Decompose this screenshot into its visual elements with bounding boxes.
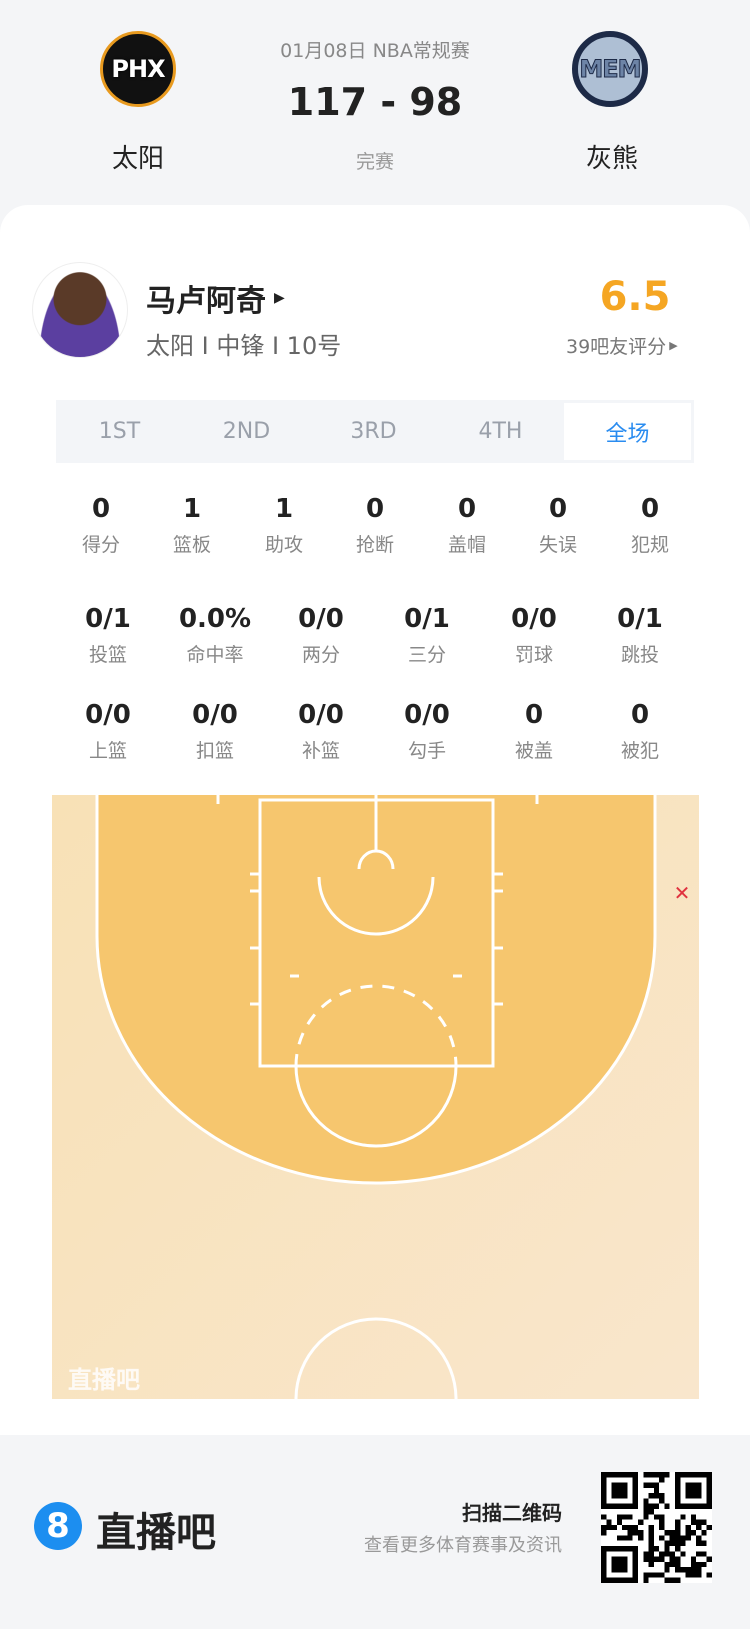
stat-item: 0 被盖 bbox=[489, 700, 579, 763]
stat-value: 0/0 bbox=[404, 700, 450, 730]
stat-value: 0 bbox=[91, 494, 111, 524]
stat-label: 勾手 bbox=[407, 740, 446, 762]
stat-item: 0 被犯 bbox=[595, 700, 685, 763]
caret-right-icon: ▶ bbox=[274, 290, 285, 306]
stat-label: 犯规 bbox=[630, 534, 669, 556]
game-status: 完赛 bbox=[355, 151, 394, 173]
stat-value: 0/0 bbox=[298, 700, 344, 730]
player-name: 马卢阿奇 bbox=[146, 284, 266, 319]
stat-label: 投篮 bbox=[88, 644, 127, 666]
stat-item: 0/0 罚球 bbox=[489, 604, 579, 667]
stat-label: 三分 bbox=[407, 644, 446, 666]
stat-item: 0 盖帽 bbox=[422, 494, 512, 557]
stat-value: 0 bbox=[524, 700, 544, 730]
stat-item: 0/0 两分 bbox=[276, 604, 366, 667]
home-team-name[interactable]: 太阳 bbox=[111, 144, 164, 174]
brand-logo-icon: 8 bbox=[34, 1502, 82, 1550]
stat-value: 0 bbox=[457, 494, 477, 524]
tab-1st[interactable]: 1ST bbox=[98, 419, 141, 444]
watermark: 直播吧 bbox=[68, 1366, 140, 1394]
rating-link[interactable]: 39吧友评分 ▶ bbox=[566, 332, 678, 359]
stat-value: 0.0% bbox=[178, 604, 252, 634]
stat-item: 0/0 补篮 bbox=[276, 700, 366, 763]
center-circle bbox=[294, 1317, 458, 1399]
stat-item: 0 犯规 bbox=[605, 494, 695, 557]
stat-item: 0.0% 命中率 bbox=[170, 604, 260, 667]
game-score: 117 - 98 bbox=[287, 80, 463, 124]
player-avatar[interactable] bbox=[32, 262, 128, 358]
tab-3rd[interactable]: 3RD bbox=[350, 419, 397, 444]
stat-label: 篮板 bbox=[172, 534, 211, 556]
stat-label: 扣篮 bbox=[195, 740, 234, 762]
away-team-name[interactable]: 灰熊 bbox=[585, 144, 638, 174]
stat-value: 0/1 bbox=[404, 604, 450, 634]
stat-item: 1 助攻 bbox=[239, 494, 329, 557]
scan-qr-subtitle: 查看更多体育赛事及资讯 bbox=[364, 1535, 562, 1556]
tab-full-game[interactable]: 全场 bbox=[564, 403, 691, 460]
lane-hash-marks bbox=[216, 795, 539, 1006]
player-rating: 6.5 bbox=[599, 274, 671, 320]
missed-shot-marker: ✕ bbox=[674, 881, 691, 905]
stat-label: 被盖 bbox=[514, 740, 553, 762]
stat-label: 两分 bbox=[301, 644, 340, 666]
qr-code[interactable] bbox=[601, 1472, 712, 1583]
stat-value: 0/0 bbox=[192, 700, 238, 730]
phx-team-logo: PHX bbox=[100, 31, 176, 107]
stat-item: 0/0 扣篮 bbox=[170, 700, 260, 763]
stat-value: 0 bbox=[630, 700, 650, 730]
stat-label: 失误 bbox=[538, 534, 577, 556]
stat-label: 罚球 bbox=[514, 644, 553, 666]
stat-label: 被犯 bbox=[620, 740, 659, 762]
stat-item: 0/1 跳投 bbox=[595, 604, 685, 667]
stat-value: 0/1 bbox=[617, 604, 663, 634]
stat-value: 0 bbox=[548, 494, 568, 524]
player-info: 太阳 I 中锋 I 10号 bbox=[146, 332, 342, 360]
logo-text: MEM bbox=[579, 55, 642, 84]
stat-label: 补篮 bbox=[301, 740, 340, 762]
stat-value: 0/1 bbox=[85, 604, 131, 634]
stat-label: 跳投 bbox=[620, 644, 659, 666]
basket bbox=[357, 849, 395, 870]
three-point-line bbox=[95, 795, 657, 1185]
stat-item: 1 篮板 bbox=[147, 494, 237, 557]
rating-label: 39吧友评分 bbox=[566, 336, 667, 358]
game-date-type: 01月08日 NBA常规赛 bbox=[280, 40, 470, 62]
period-tabs: 1ST 2ND 3RD 4TH 全场 bbox=[56, 400, 694, 463]
stat-value: 1 bbox=[182, 494, 202, 524]
stat-value: 0/0 bbox=[85, 700, 131, 730]
player-name-link[interactable]: 马卢阿奇 ▶ bbox=[146, 276, 285, 320]
scan-qr-label: 扫描二维码 bbox=[462, 1501, 562, 1525]
stat-item: 0 得分 bbox=[56, 494, 146, 557]
stat-label: 得分 bbox=[81, 534, 120, 556]
stat-item: 0/1 投篮 bbox=[63, 604, 153, 667]
stat-value: 0 bbox=[640, 494, 660, 524]
stat-item: 0 抢断 bbox=[330, 494, 420, 557]
stat-label: 上篮 bbox=[88, 740, 127, 762]
stat-item: 0/0 上篮 bbox=[63, 700, 153, 763]
stat-value: 1 bbox=[274, 494, 294, 524]
stat-item: 0/0 勾手 bbox=[382, 700, 472, 763]
restricted-area bbox=[317, 876, 435, 936]
free-throw-circle-bottom bbox=[294, 1065, 458, 1148]
stat-label: 抢断 bbox=[355, 534, 394, 556]
stat-item: 0/1 三分 bbox=[382, 604, 472, 667]
stat-value: 0/0 bbox=[298, 604, 344, 634]
stat-value: 0/0 bbox=[511, 604, 557, 634]
tab-2nd[interactable]: 2ND bbox=[222, 419, 271, 444]
tab-4th[interactable]: 4TH bbox=[478, 419, 523, 444]
brand-name: 直播吧 bbox=[96, 1510, 216, 1556]
stat-value: 0 bbox=[365, 494, 385, 524]
stat-item: 0 失误 bbox=[513, 494, 603, 557]
shot-chart-court: ✕ bbox=[52, 795, 699, 1399]
mem-team-logo: MEM bbox=[572, 31, 648, 107]
stat-label: 盖帽 bbox=[447, 534, 486, 556]
caret-right-icon: ▶ bbox=[669, 339, 678, 352]
stat-label: 命中率 bbox=[186, 644, 244, 666]
stat-label: 助攻 bbox=[264, 534, 303, 556]
logo-text: PHX bbox=[111, 55, 165, 83]
